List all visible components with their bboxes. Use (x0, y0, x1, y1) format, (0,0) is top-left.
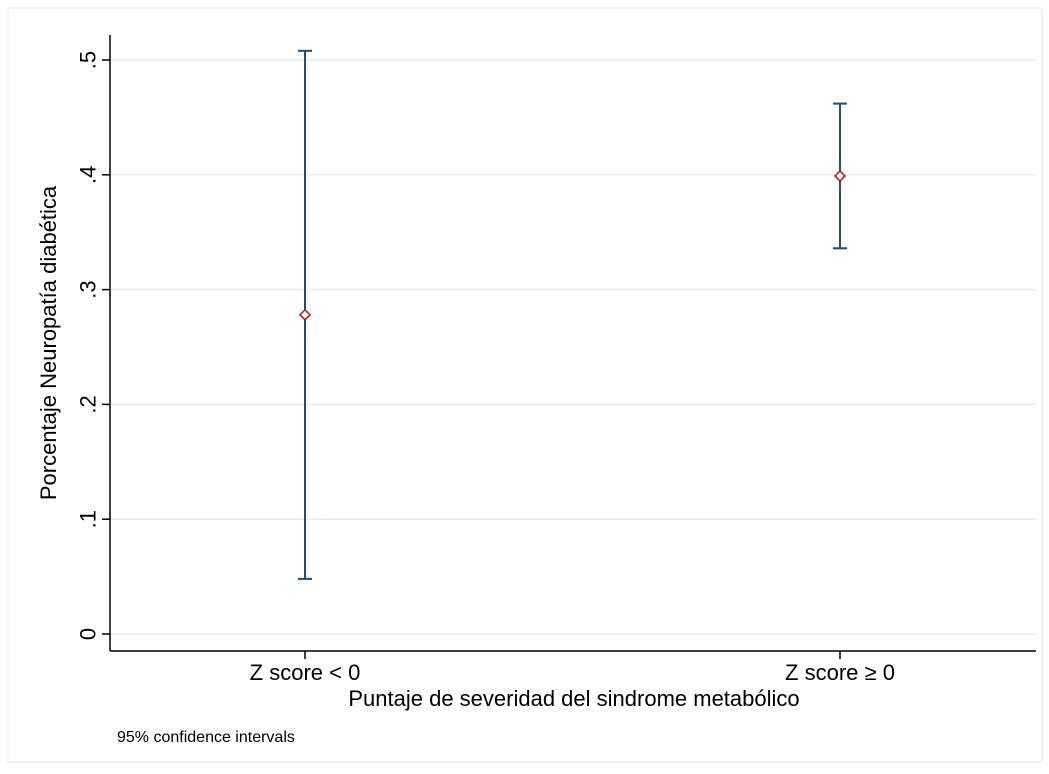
y-tick-label: .3 (76, 280, 101, 298)
y-tick-label: .4 (76, 166, 101, 184)
x-axis-label: Puntaje de severidad del sindrome metabó… (348, 686, 799, 711)
y-tick-label: 0 (76, 628, 101, 640)
y-axis-label: Porcentaje Neuropatía diabética (36, 185, 61, 500)
x-tick-label: Z score < 0 (250, 660, 361, 685)
x-tick-label: Z score ≥ 0 (785, 660, 895, 685)
y-tick-label: .1 (76, 510, 101, 528)
y-tick-label: .2 (76, 395, 101, 413)
outer-frame (8, 8, 1042, 762)
y-tick-label: .5 (76, 51, 101, 69)
chart-note: 95% confidence intervals (117, 729, 295, 746)
